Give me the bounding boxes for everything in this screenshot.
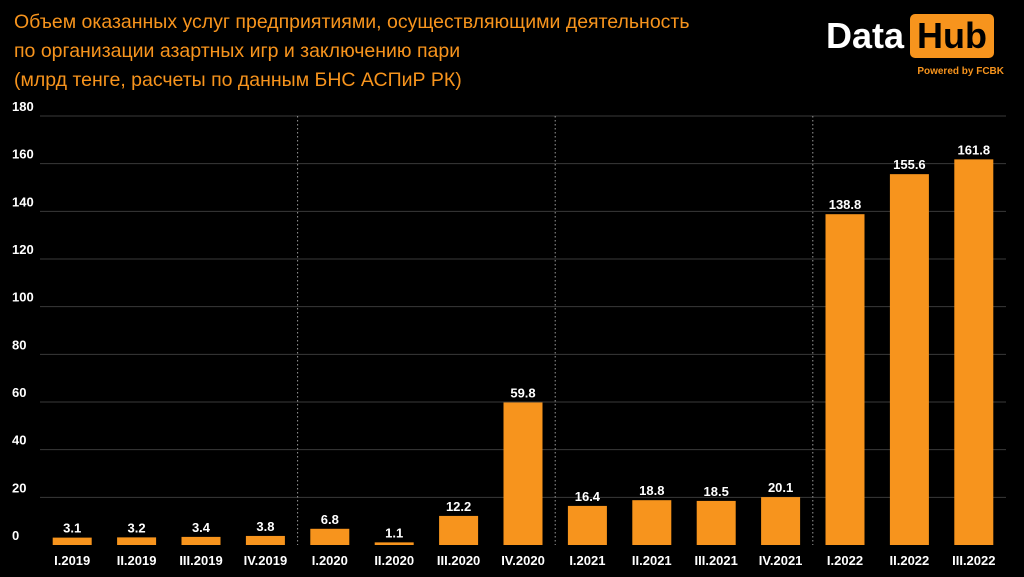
datahub-logo: Data Hub Powered by FCBK — [826, 14, 1012, 84]
data-label: 16.4 — [575, 489, 601, 504]
data-label: 161.8 — [958, 142, 991, 157]
x-category-label: III.2019 — [179, 553, 222, 568]
bar — [503, 402, 543, 545]
y-tick-label: 180 — [12, 99, 34, 114]
x-category-label: III.2021 — [695, 553, 738, 568]
bar — [245, 535, 285, 545]
data-label: 3.8 — [256, 519, 274, 534]
bar — [310, 528, 350, 545]
title-line-3: (млрд тенге, расчеты по данным БНС АСПиР… — [14, 69, 462, 91]
x-category-label: II.2020 — [374, 553, 414, 568]
x-category-label: I.2019 — [54, 553, 90, 568]
year-separators — [297, 116, 814, 545]
data-label: 1.1 — [385, 525, 403, 540]
y-tick-label: 80 — [12, 337, 26, 352]
logo-data-text: Data — [826, 15, 905, 56]
bar — [52, 537, 92, 545]
bar — [567, 505, 607, 545]
logo-wordmark: Data Hub — [826, 14, 1012, 58]
chart-title: Объем оказанных услуг предприятиями, осу… — [14, 8, 804, 95]
bar — [761, 497, 801, 545]
data-label: 138.8 — [829, 197, 862, 212]
data-label: 59.8 — [510, 385, 535, 400]
data-label: 3.4 — [192, 520, 211, 535]
title-line-2: по организации азартных игр и заключению… — [14, 40, 461, 62]
y-tick-label: 120 — [12, 242, 34, 257]
bar — [825, 214, 865, 545]
data-label: 12.2 — [446, 499, 471, 514]
x-category-label: I.2021 — [569, 553, 605, 568]
bar — [954, 159, 994, 546]
x-category-label: III.2020 — [437, 553, 480, 568]
title-line-1: Объем оказанных услуг предприятиями, осу… — [14, 11, 690, 33]
x-category-label: II.2021 — [632, 553, 672, 568]
logo-powered-by: Powered by FCBK — [917, 66, 1004, 77]
data-label: 20.1 — [768, 480, 793, 495]
x-category-label: IV.2021 — [759, 553, 803, 568]
bar — [696, 500, 736, 545]
bar — [632, 500, 672, 545]
bar — [117, 537, 157, 545]
y-tick-label: 40 — [12, 433, 26, 448]
x-category-label: IV.2019 — [244, 553, 288, 568]
y-tick-label: 60 — [12, 385, 26, 400]
bars — [52, 159, 994, 546]
y-tick-label: 160 — [12, 147, 34, 162]
data-label: 18.5 — [704, 484, 729, 499]
data-label: 3.2 — [128, 520, 146, 535]
data-label: 155.6 — [893, 157, 926, 172]
x-category-label: I.2020 — [312, 553, 348, 568]
y-tick-label: 140 — [12, 194, 34, 209]
x-category-label: IV.2020 — [501, 553, 545, 568]
x-category-label: III.2022 — [952, 553, 995, 568]
y-tick-label: 100 — [12, 290, 34, 305]
bar — [374, 542, 414, 545]
x-category-label: I.2022 — [827, 553, 863, 568]
data-label: 3.1 — [63, 521, 81, 536]
x-category-label: II.2019 — [117, 553, 157, 568]
bar — [181, 536, 221, 545]
y-tick-label: 20 — [12, 480, 26, 495]
logo-hub-text: Hub — [910, 14, 995, 58]
bar — [889, 174, 929, 546]
data-label: 6.8 — [321, 512, 339, 527]
labels: 0 20 40 60 80 100 120 140 160 180 3.1 I.2019 3.2 II.2… — [12, 99, 995, 568]
data-label: 18.8 — [639, 483, 664, 498]
x-category-label: II.2022 — [890, 553, 930, 568]
bar — [439, 515, 479, 545]
y-tick-label: 0 — [12, 528, 19, 543]
